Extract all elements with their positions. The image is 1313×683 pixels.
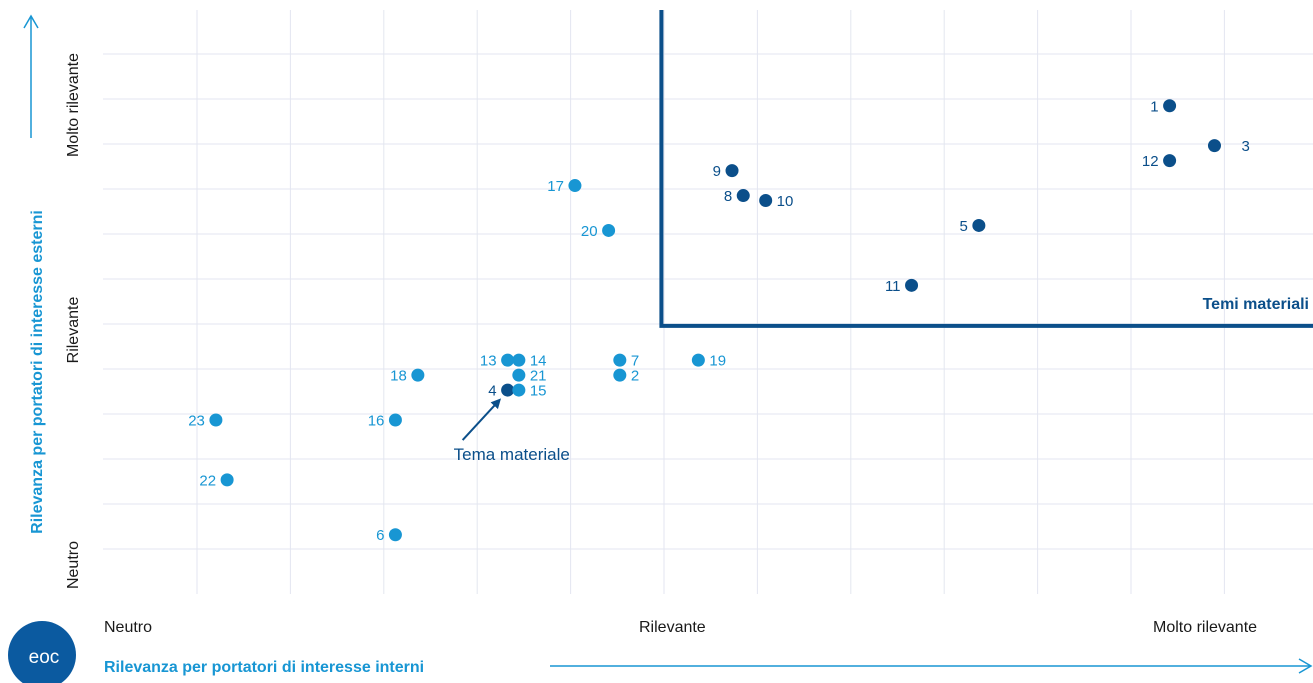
point-6 — [388, 528, 402, 542]
y-tick-label: Neutro — [65, 541, 82, 589]
x-axis: Neutro Rilevante Molto rilevante Rilevanza… — [104, 619, 1313, 676]
point-label-20: 20 — [581, 223, 598, 240]
point-14 — [512, 353, 526, 367]
point-11 — [905, 278, 919, 292]
point-label-4: 4 — [488, 383, 496, 400]
point-15 — [512, 383, 526, 397]
point-label-15: 15 — [530, 383, 547, 400]
point-label-2: 2 — [631, 368, 639, 385]
eoc-logo: eoc — [8, 621, 76, 683]
point-8 — [736, 189, 750, 203]
point-label-8: 8 — [724, 188, 732, 205]
annotation-text: Tema materiale — [454, 445, 570, 464]
point-label-23: 23 — [188, 412, 205, 429]
logo-text: eoc — [29, 647, 60, 668]
x-tick-label: Neutro — [104, 619, 152, 636]
point-1 — [1163, 99, 1177, 113]
point-label-22: 22 — [199, 472, 216, 489]
point-label-5: 5 — [960, 218, 968, 235]
y-axis-title: Rilevanza per portatori di interesse est… — [29, 210, 46, 534]
point-23 — [209, 413, 223, 427]
y-tick-label: Rilevante — [65, 297, 82, 364]
point-20 — [602, 223, 616, 237]
point-label-19: 19 — [709, 353, 726, 370]
point-label-11: 11 — [885, 278, 901, 295]
point-label-6: 6 — [376, 527, 384, 544]
annotation: Tema materiale — [454, 398, 570, 464]
point-3 — [1207, 139, 1221, 153]
point-label-14: 14 — [530, 353, 547, 370]
point-5 — [972, 218, 986, 232]
point-10 — [759, 194, 773, 208]
point-2 — [613, 368, 627, 382]
point-label-17: 17 — [547, 178, 564, 195]
logo-circle — [8, 621, 76, 683]
point-label-3: 3 — [1241, 138, 1249, 155]
x-tick-label: Molto rilevante — [1153, 619, 1257, 636]
point-label-7: 7 — [631, 353, 639, 370]
point-9 — [725, 164, 739, 178]
y-ticks: Neutro Rilevante Molto rilevante — [65, 53, 82, 589]
point-4 — [501, 383, 515, 397]
annotation-arrow — [461, 398, 502, 441]
point-7 — [613, 353, 627, 367]
grid — [103, 10, 1313, 594]
x-ticks: Neutro Rilevante Molto rilevante — [104, 619, 1257, 636]
y-tick-label: Molto rilevante — [65, 53, 82, 157]
y-axis: Rilevanza per portatori di interesse est… — [23, 14, 82, 589]
x-axis-arrowhead — [1298, 658, 1313, 674]
point-label-21: 21 — [530, 368, 547, 385]
point-label-16: 16 — [368, 412, 385, 429]
point-label-12: 12 — [1142, 153, 1159, 170]
x-axis-title: Rilevanza per portatori di interesse int… — [104, 659, 424, 676]
point-22 — [220, 473, 234, 487]
y-axis-arrowhead — [23, 14, 39, 29]
x-tick-label: Rilevante — [639, 619, 706, 636]
point-label-13: 13 — [480, 353, 497, 370]
point-16 — [388, 413, 402, 427]
point-12 — [1163, 154, 1177, 168]
point-18 — [411, 368, 425, 382]
point-label-9: 9 — [713, 163, 721, 180]
point-13 — [501, 353, 515, 367]
point-label-10: 10 — [777, 193, 794, 210]
point-21 — [512, 368, 526, 382]
materiality-frame-line — [659, 10, 1313, 328]
materiality-frame — [659, 10, 1313, 328]
point-19 — [691, 353, 705, 367]
point-label-1: 1 — [1150, 98, 1158, 115]
temi-materiali-label: Temi materiali — [1203, 296, 1309, 313]
point-17 — [568, 179, 582, 193]
point-label-18: 18 — [390, 368, 407, 385]
